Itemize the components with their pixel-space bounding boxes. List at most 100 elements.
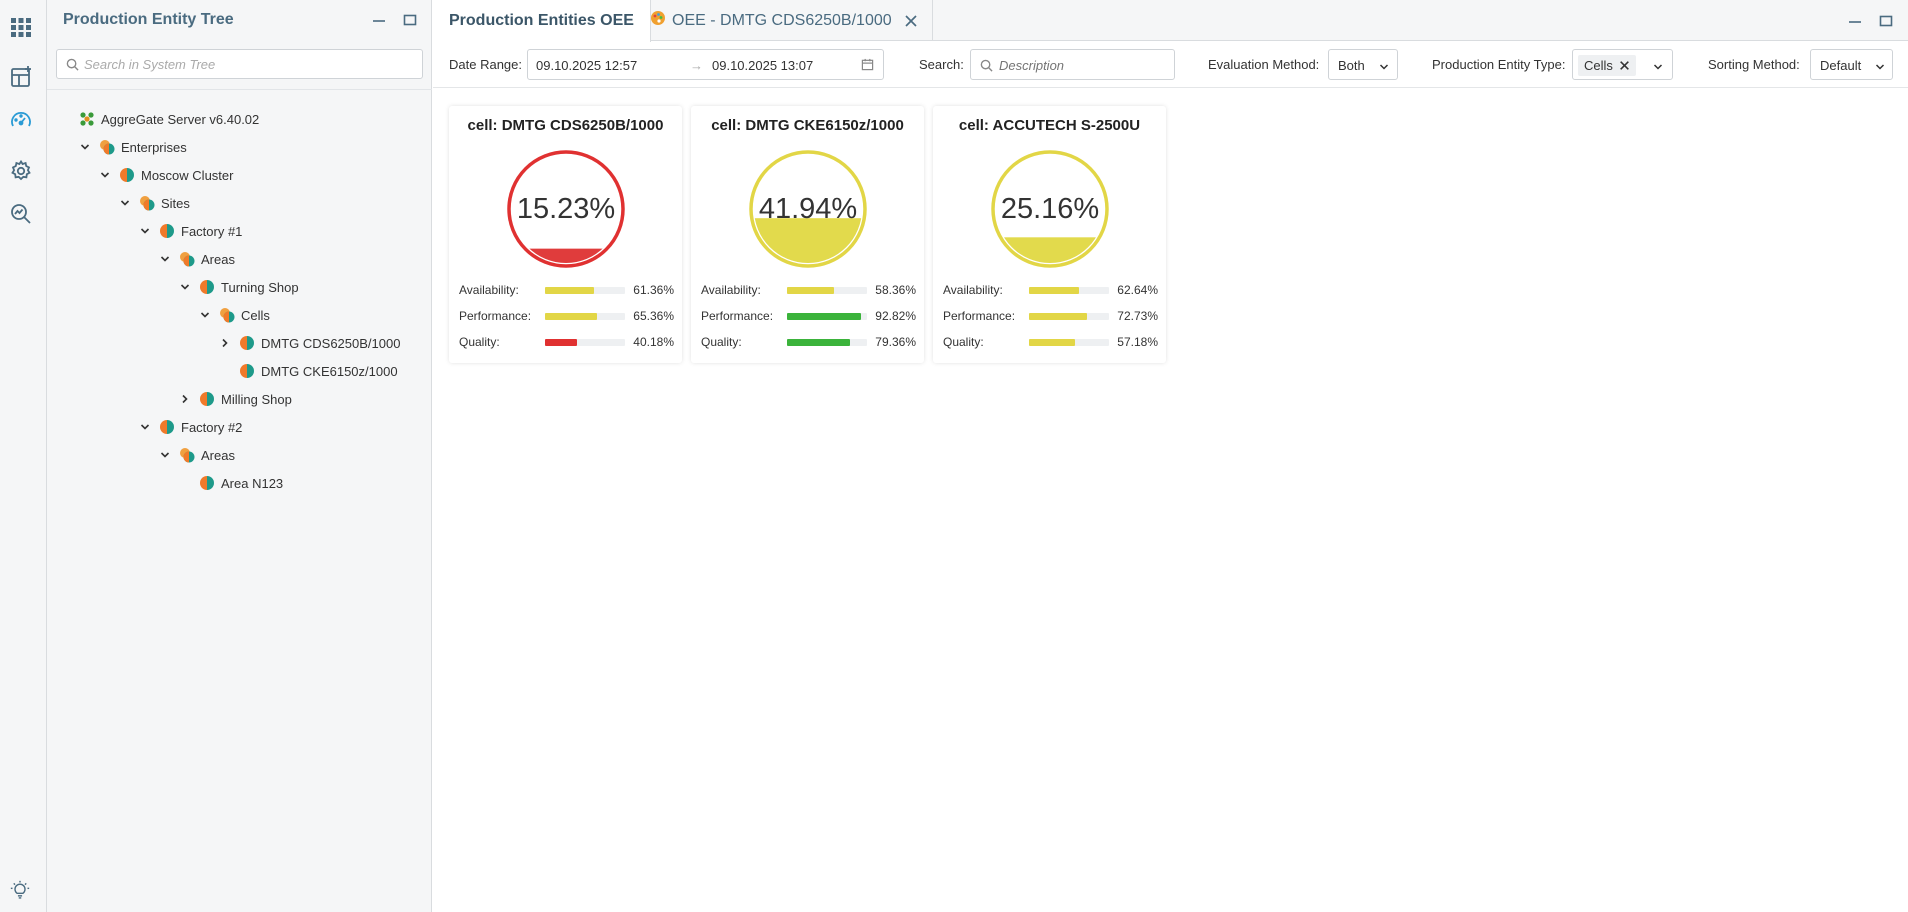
chevron-down-icon[interactable] <box>159 449 171 461</box>
description-search-input[interactable] <box>999 56 1169 74</box>
tab-bar: Production Entities OEE OEE - DMTG CDS62… <box>433 0 1908 42</box>
lightbulb-icon[interactable] <box>9 879 31 901</box>
date-range-picker[interactable]: 09.10.2025 12:57 → 09.10.2025 13:07 <box>527 49 884 80</box>
metric-row: Performance: 65.36% <box>459 308 674 324</box>
tree-node[interactable]: Areas <box>159 248 235 270</box>
settings-gear-icon[interactable] <box>7 157 35 185</box>
metric-value: 58.36% <box>875 283 916 297</box>
date-range-label: Date Range: <box>449 57 522 72</box>
chevron-down-icon[interactable] <box>159 253 171 265</box>
group-icon <box>179 251 195 267</box>
metric-value: 65.36% <box>633 309 674 323</box>
tree-node-label: Milling Shop <box>221 391 292 407</box>
palette-icon <box>650 10 666 31</box>
metric-bar-fill <box>1029 313 1088 320</box>
tree-node[interactable]: Milling Shop <box>179 388 292 410</box>
chevron-down-icon[interactable] <box>139 421 151 433</box>
dashboard-gauge-icon[interactable] <box>7 107 35 135</box>
tree-node[interactable]: Factory #1 <box>139 220 242 242</box>
apps-grid-icon[interactable] <box>7 13 35 41</box>
tree-node-label: Areas <box>201 447 235 463</box>
calendar-icon[interactable] <box>861 58 874 74</box>
tab-oee-dmtg[interactable]: OEE - DMTG CDS6250B/1000 <box>636 0 933 41</box>
chevron-down-icon[interactable] <box>79 141 91 153</box>
oee-value: 41.94% <box>758 192 858 225</box>
group-icon <box>99 139 115 155</box>
chevron-right-icon[interactable] <box>219 337 231 349</box>
chevron-down-icon[interactable] <box>139 225 151 237</box>
chevron-down-icon[interactable] <box>119 197 131 209</box>
card-title: cell: ACCUTECH S-2500U <box>958 117 1141 134</box>
oee-gauge-ring <box>749 150 867 268</box>
date-to[interactable]: 09.10.2025 13:07 <box>712 58 814 73</box>
date-arrow: → <box>690 58 703 73</box>
metric-bar-track <box>787 313 867 320</box>
search-analytics-icon[interactable] <box>7 200 35 228</box>
card-title: cell: DMTG CKE6150z/1000 <box>711 117 904 134</box>
chevron-right-icon[interactable] <box>179 393 191 405</box>
chevron-down-icon[interactable] <box>199 309 211 321</box>
metric-bar-track <box>787 339 867 346</box>
chevron-down-icon[interactable] <box>99 169 111 181</box>
description-search-field[interactable] <box>970 49 1175 80</box>
maximize-panel-icon[interactable] <box>400 10 420 30</box>
tree-node[interactable]: DMTG CKE6150z/1000 <box>219 360 398 382</box>
metric-bar-fill <box>1029 287 1080 294</box>
tree-node[interactable]: Moscow Cluster <box>99 164 233 186</box>
metric-bar-fill <box>545 339 578 346</box>
date-from[interactable]: 09.10.2025 12:57 <box>536 58 638 73</box>
entity-icon <box>199 475 215 491</box>
chip-label: Cells <box>1584 58 1613 73</box>
tree-node[interactable]: Factory #2 <box>139 416 242 438</box>
metric-label: Availability: <box>701 283 761 297</box>
tree-node[interactable]: Areas <box>159 444 235 466</box>
entity-type-label: Production Entity Type: <box>1432 57 1566 72</box>
tree-node[interactable]: AggreGate Server v6.40.02 <box>59 108 259 130</box>
oee-gauge <box>507 150 625 268</box>
tree-node[interactable]: Turning Shop <box>179 276 299 298</box>
tab-production-entities-oee[interactable]: Production Entities OEE <box>433 0 651 42</box>
tree-search-field[interactable] <box>56 49 423 79</box>
metric-bar-fill <box>545 287 595 294</box>
minimize-panel-icon[interactable] <box>369 10 389 30</box>
main-area: Production Entities OEE OEE - DMTG CDS62… <box>433 0 1908 912</box>
metric-row: Availability: 62.64% <box>943 282 1158 298</box>
evaluation-method-select[interactable]: Both <box>1328 49 1398 80</box>
close-tab-icon[interactable] <box>904 14 918 28</box>
evaluation-method-value: Both <box>1338 58 1365 73</box>
chevron-down-icon[interactable] <box>179 281 191 293</box>
tree-node-label: Sites <box>161 195 190 211</box>
metric-value: 40.18% <box>633 335 674 349</box>
evaluation-method-label: Evaluation Method: <box>1208 57 1320 72</box>
metric-bar-fill <box>545 313 598 320</box>
tab-label: Production Entities OEE <box>449 12 634 29</box>
metric-value: 61.36% <box>633 283 674 297</box>
oee-card[interactable]: cell: DMTG CDS6250B/1000 15.23% Availabili… <box>449 106 682 363</box>
oee-card[interactable]: cell: ACCUTECH S-2500U 25.16% Availability… <box>933 106 1166 363</box>
entity-icon <box>199 279 215 295</box>
tree-node[interactable]: DMTG CDS6250B/1000 <box>219 332 400 354</box>
chevron-down-icon <box>1653 60 1663 75</box>
metric-value: 92.82% <box>875 309 916 323</box>
sorting-method-select[interactable]: Default <box>1810 49 1893 80</box>
maximize-window-icon[interactable] <box>1876 11 1896 31</box>
metric-bar-fill <box>1029 339 1075 346</box>
add-dashboard-icon[interactable] <box>7 63 35 91</box>
minimize-window-icon[interactable] <box>1845 11 1865 31</box>
tree-node-label: Factory #2 <box>181 419 243 435</box>
metric-row: Quality: 79.36% <box>701 334 916 350</box>
tree-search-input[interactable] <box>84 55 414 73</box>
tree-node[interactable]: Sites <box>119 192 190 214</box>
chevron-down-icon <box>1379 60 1389 75</box>
tree-node[interactable]: Cells <box>199 304 270 326</box>
tree-node[interactable]: Enterprises <box>79 136 187 158</box>
metric-bar-track <box>545 287 625 294</box>
oee-value: 15.23% <box>516 192 616 225</box>
panel-title: Production Entity Tree <box>63 11 234 28</box>
entity-icon <box>199 391 215 407</box>
entity-type-select[interactable]: Cells <box>1572 49 1673 80</box>
tree-node[interactable]: Area N123 <box>179 472 283 494</box>
oee-card[interactable]: cell: DMTG CKE6150z/1000 41.94% Availabili… <box>691 106 924 363</box>
remove-chip-icon[interactable] <box>1619 60 1630 71</box>
